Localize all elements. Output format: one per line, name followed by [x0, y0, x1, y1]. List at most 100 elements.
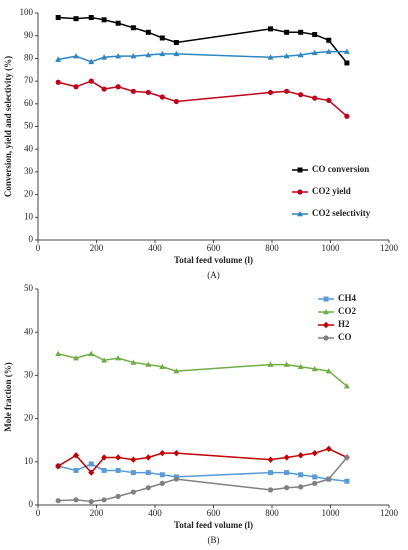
legend-marker	[297, 189, 303, 195]
marker	[115, 84, 121, 90]
series-line	[58, 352, 348, 387]
y-tick-label: 30	[24, 166, 34, 176]
x-axis-title: Total feed volume (l)	[174, 255, 253, 265]
marker	[311, 365, 318, 372]
marker	[101, 497, 107, 503]
marker	[73, 497, 79, 503]
legend-marker	[323, 321, 329, 329]
marker	[88, 350, 95, 357]
marker	[159, 35, 165, 41]
marker	[159, 480, 165, 486]
marker	[267, 361, 274, 367]
legend-label: CO	[338, 332, 352, 342]
y-tick-label: 80	[24, 52, 34, 62]
legend-marker	[323, 335, 329, 341]
marker	[73, 452, 80, 459]
marker	[145, 454, 152, 461]
marker	[159, 472, 165, 478]
marker	[298, 29, 304, 35]
x-tick-label: 1000	[322, 508, 341, 518]
marker	[101, 54, 108, 60]
x-tick-label: 1200	[380, 508, 399, 518]
marker	[312, 32, 318, 38]
marker	[297, 452, 304, 459]
marker	[73, 16, 79, 22]
marker	[115, 355, 122, 361]
marker	[326, 476, 332, 482]
marker	[145, 51, 152, 58]
marker	[73, 467, 79, 473]
y-tick-label: 70	[24, 75, 34, 85]
marker	[88, 498, 94, 505]
caption: (A)	[207, 270, 220, 280]
marker	[88, 15, 94, 21]
marker	[130, 25, 136, 31]
y-tick-label: 0	[29, 499, 34, 509]
marker	[115, 20, 121, 26]
legend-label: CO2	[338, 306, 357, 316]
marker	[145, 361, 152, 367]
x-tick-label: 400	[148, 508, 162, 518]
marker	[145, 89, 151, 96]
marker	[267, 456, 274, 463]
marker	[344, 478, 350, 484]
marker	[267, 54, 274, 60]
marker	[173, 368, 180, 374]
x-tick-label: 600	[207, 508, 221, 518]
marker	[145, 485, 151, 491]
marker	[325, 445, 332, 453]
y-tick-label: 10	[24, 456, 34, 466]
y-axis-title: Mole fraction (%)	[3, 362, 13, 431]
marker	[130, 456, 137, 463]
series-line	[58, 16, 348, 64]
marker	[145, 29, 151, 35]
marker	[268, 470, 274, 476]
marker	[298, 472, 304, 478]
marker	[298, 484, 304, 490]
legend-label: H2	[338, 319, 350, 329]
marker	[283, 454, 290, 461]
series-line	[58, 50, 347, 63]
y-tick-label: 20	[24, 413, 34, 423]
marker	[173, 98, 179, 105]
marker	[115, 467, 121, 473]
legend-marker	[297, 167, 303, 173]
x-tick-label: 1200	[380, 243, 399, 253]
marker	[173, 50, 180, 57]
marker	[325, 48, 332, 54]
marker	[101, 467, 107, 473]
marker	[159, 363, 166, 370]
marker	[343, 383, 350, 389]
marker	[130, 359, 137, 365]
y-tick-label: 100	[20, 7, 34, 17]
marker	[115, 454, 122, 461]
marker	[73, 53, 80, 59]
y-tick-label: 90	[24, 30, 34, 40]
y-tick-label: 40	[24, 143, 34, 153]
marker	[55, 79, 61, 85]
marker	[343, 48, 350, 54]
x-tick-label: 0	[36, 243, 41, 253]
y-tick-label: 50	[24, 283, 34, 293]
marker	[326, 97, 332, 103]
marker	[115, 493, 121, 499]
y-tick-label: 10	[24, 211, 34, 221]
marker	[130, 88, 136, 94]
marker	[311, 449, 318, 457]
marker	[159, 449, 166, 457]
marker	[55, 350, 62, 357]
marker	[88, 58, 95, 65]
marker	[130, 470, 136, 476]
y-tick-label: 40	[24, 326, 34, 336]
marker	[268, 26, 274, 32]
x-axis-title: Total feed volume (l)	[174, 520, 253, 530]
marker	[267, 487, 274, 493]
marker	[283, 361, 290, 367]
marker	[101, 17, 107, 23]
x-tick-label: 200	[90, 243, 104, 253]
marker	[312, 480, 318, 486]
marker	[88, 78, 94, 84]
marker	[73, 355, 80, 361]
x-tick-label: 1000	[322, 243, 341, 253]
